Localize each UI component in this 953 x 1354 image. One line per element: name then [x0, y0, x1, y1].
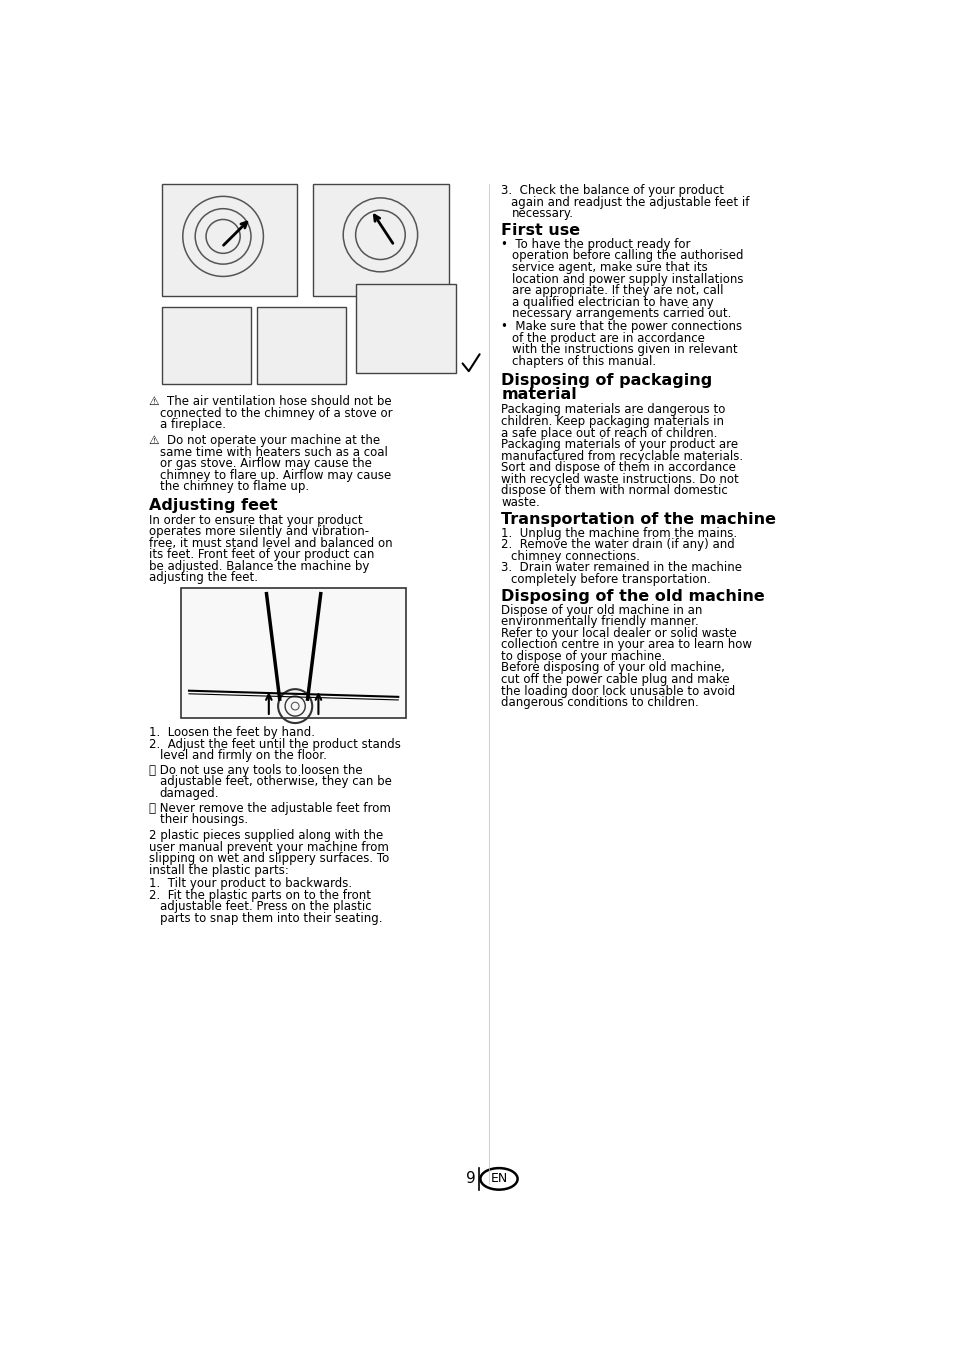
Text: adjustable feet, otherwise, they can be: adjustable feet, otherwise, they can be [159, 776, 391, 788]
Text: necessary.: necessary. [511, 207, 573, 221]
Text: connected to the chimney of a stove or: connected to the chimney of a stove or [159, 406, 392, 420]
Text: chimney connections.: chimney connections. [511, 550, 639, 563]
Text: free, it must stand level and balanced on: free, it must stand level and balanced o… [149, 536, 392, 550]
Text: Refer to your local dealer or solid waste: Refer to your local dealer or solid wast… [500, 627, 737, 640]
Text: level and firmly on the floor.: level and firmly on the floor. [159, 749, 326, 762]
Text: with recycled waste instructions. Do not: with recycled waste instructions. Do not [500, 473, 739, 486]
Text: adjustable feet. Press on the plastic: adjustable feet. Press on the plastic [159, 900, 371, 913]
Text: slipping on wet and slippery surfaces. To: slipping on wet and slippery surfaces. T… [149, 853, 389, 865]
Text: again and readjust the adjustable feet if: again and readjust the adjustable feet i… [511, 195, 749, 209]
Bar [257, 307, 346, 385]
Text: Packaging materials are dangerous to: Packaging materials are dangerous to [500, 403, 725, 417]
Text: 1.  Tilt your product to backwards.: 1. Tilt your product to backwards. [149, 877, 352, 890]
Text: 2.  Fit the plastic parts on to the front: 2. Fit the plastic parts on to the front [149, 888, 371, 902]
Text: completely before transportation.: completely before transportation. [511, 573, 710, 586]
Text: environmentally friendly manner.: environmentally friendly manner. [500, 615, 699, 628]
Text: operates more silently and vibration-: operates more silently and vibration- [149, 525, 369, 538]
Text: location and power supply installations: location and power supply installations [512, 272, 743, 286]
Ellipse shape [480, 1169, 517, 1190]
Text: 2.  Remove the water drain (if any) and: 2. Remove the water drain (if any) and [500, 539, 735, 551]
Text: Disposing of packaging: Disposing of packaging [500, 372, 712, 387]
Text: 2 plastic pieces supplied along with the: 2 plastic pieces supplied along with the [149, 829, 382, 842]
Text: are appropriate. If they are not, call: are appropriate. If they are not, call [512, 284, 723, 297]
Text: necessary arrangements carried out.: necessary arrangements carried out. [512, 307, 731, 321]
Text: service agent, make sure that its: service agent, make sure that its [512, 261, 707, 274]
Text: ⓘ Never remove the adjustable feet from: ⓘ Never remove the adjustable feet from [149, 802, 390, 815]
Text: a fireplace.: a fireplace. [159, 418, 225, 431]
Text: a safe place out of reach of children.: a safe place out of reach of children. [500, 427, 717, 440]
Text: collection centre in your area to learn how: collection centre in your area to learn … [500, 638, 752, 651]
Text: 3.  Check the balance of your product: 3. Check the balance of your product [500, 184, 723, 198]
Text: First use: First use [500, 223, 579, 238]
Text: the chimney to flame up.: the chimney to flame up. [159, 481, 309, 493]
Text: ⓘ Do not use any tools to loosen the: ⓘ Do not use any tools to loosen the [149, 764, 362, 777]
Text: Packaging materials of your product are: Packaging materials of your product are [500, 439, 738, 451]
Bar [162, 184, 297, 295]
Text: cut off the power cable plug and make: cut off the power cable plug and make [500, 673, 729, 686]
Text: with the instructions given in relevant: with the instructions given in relevant [512, 344, 737, 356]
Text: same time with heaters such as a coal: same time with heaters such as a coal [159, 445, 387, 459]
Text: chimney to flare up. Airflow may cause: chimney to flare up. Airflow may cause [159, 468, 391, 482]
Text: dispose of them with normal domestic: dispose of them with normal domestic [500, 485, 727, 497]
Text: a qualified electrician to have any: a qualified electrician to have any [512, 295, 713, 309]
Text: 9: 9 [465, 1171, 476, 1186]
Text: user manual prevent your machine from: user manual prevent your machine from [149, 841, 388, 854]
Text: chapters of this manual.: chapters of this manual. [512, 355, 656, 368]
Text: Sort and dispose of them in accordance: Sort and dispose of them in accordance [500, 462, 736, 474]
Text: waste.: waste. [500, 496, 539, 509]
Bar [162, 307, 251, 385]
Text: Disposing of the old machine: Disposing of the old machine [500, 589, 764, 604]
Text: Transportation of the machine: Transportation of the machine [500, 512, 776, 527]
Text: Before disposing of your old machine,: Before disposing of your old machine, [500, 662, 724, 674]
Text: its feet. Front feet of your product can: its feet. Front feet of your product can [149, 548, 374, 562]
Text: to dispose of your machine.: to dispose of your machine. [500, 650, 665, 663]
Text: 2.  Adjust the feet until the product stands: 2. Adjust the feet until the product sta… [149, 738, 400, 750]
Text: of the product are in accordance: of the product are in accordance [512, 332, 704, 345]
Text: 1.  Loosen the feet by hand.: 1. Loosen the feet by hand. [149, 726, 314, 739]
Text: manufactured from recyclable materials.: manufactured from recyclable materials. [500, 450, 742, 463]
Bar [181, 588, 406, 719]
Text: ⚠  The air ventilation hose should not be: ⚠ The air ventilation hose should not be [149, 395, 391, 408]
Text: •  Make sure that the power connections: • Make sure that the power connections [500, 321, 741, 333]
Text: In order to ensure that your product: In order to ensure that your product [149, 513, 362, 527]
Bar [355, 284, 456, 372]
Text: parts to snap them into their seating.: parts to snap them into their seating. [159, 911, 381, 925]
Text: Adjusting feet: Adjusting feet [149, 498, 277, 513]
Text: their housings.: their housings. [159, 814, 248, 826]
Text: material: material [500, 387, 577, 402]
Text: children. Keep packaging materials in: children. Keep packaging materials in [500, 416, 723, 428]
Text: 1.  Unplug the machine from the mains.: 1. Unplug the machine from the mains. [500, 527, 737, 540]
Text: •  To have the product ready for: • To have the product ready for [500, 238, 690, 250]
Text: 3.  Drain water remained in the machine: 3. Drain water remained in the machine [500, 562, 741, 574]
Text: install the plastic parts:: install the plastic parts: [149, 864, 288, 877]
Bar [313, 184, 448, 295]
Text: ⚠  Do not operate your machine at the: ⚠ Do not operate your machine at the [149, 435, 379, 447]
Text: EN: EN [490, 1173, 507, 1185]
Text: Dispose of your old machine in an: Dispose of your old machine in an [500, 604, 702, 616]
Text: the loading door lock unusable to avoid: the loading door lock unusable to avoid [500, 685, 735, 697]
Text: or gas stove. Airflow may cause the: or gas stove. Airflow may cause the [159, 458, 371, 470]
Text: adjusting the feet.: adjusting the feet. [149, 571, 257, 585]
Text: dangerous conditions to children.: dangerous conditions to children. [500, 696, 699, 709]
Text: operation before calling the authorised: operation before calling the authorised [512, 249, 743, 263]
Text: be adjusted. Balance the machine by: be adjusted. Balance the machine by [149, 559, 369, 573]
Text: damaged.: damaged. [159, 787, 219, 800]
